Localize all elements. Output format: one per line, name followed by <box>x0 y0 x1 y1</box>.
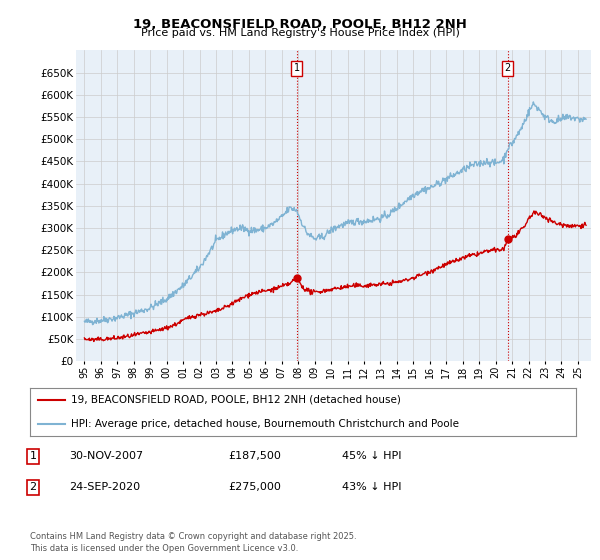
Text: 1: 1 <box>29 451 37 461</box>
Text: 24-SEP-2020: 24-SEP-2020 <box>69 482 140 492</box>
Text: £187,500: £187,500 <box>228 451 281 461</box>
Text: HPI: Average price, detached house, Bournemouth Christchurch and Poole: HPI: Average price, detached house, Bour… <box>71 419 459 429</box>
Text: 43% ↓ HPI: 43% ↓ HPI <box>342 482 401 492</box>
Text: 45% ↓ HPI: 45% ↓ HPI <box>342 451 401 461</box>
Text: 2: 2 <box>505 63 511 73</box>
Text: Contains HM Land Registry data © Crown copyright and database right 2025.
This d: Contains HM Land Registry data © Crown c… <box>30 533 356 553</box>
Text: 2: 2 <box>29 482 37 492</box>
Text: 30-NOV-2007: 30-NOV-2007 <box>69 451 143 461</box>
Text: Price paid vs. HM Land Registry's House Price Index (HPI): Price paid vs. HM Land Registry's House … <box>140 28 460 38</box>
Text: 19, BEACONSFIELD ROAD, POOLE, BH12 2NH: 19, BEACONSFIELD ROAD, POOLE, BH12 2NH <box>133 18 467 31</box>
Text: 1: 1 <box>294 63 300 73</box>
Text: £275,000: £275,000 <box>228 482 281 492</box>
Text: 19, BEACONSFIELD ROAD, POOLE, BH12 2NH (detached house): 19, BEACONSFIELD ROAD, POOLE, BH12 2NH (… <box>71 395 401 405</box>
